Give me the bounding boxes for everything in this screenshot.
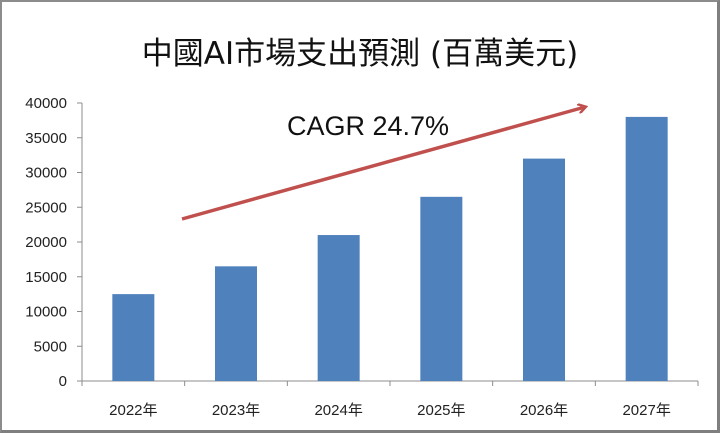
y-tick-label: 40000 <box>25 95 67 112</box>
y-axis: 0 5000 10000 15000 20000 25000 30000 35000 40000 <box>25 95 83 390</box>
trend-arrow-icon <box>181 107 585 221</box>
cagr-label: CAGR 24.7% <box>287 111 449 141</box>
bar-2023年 <box>215 266 257 381</box>
bar-2025年 <box>420 196 463 381</box>
y-tick-label: 30000 <box>25 165 67 182</box>
chart-title: 中國AI市場支出預測 (百萬美元) <box>141 36 579 72</box>
x-category-label: 2023年 <box>212 402 260 419</box>
bars <box>112 116 668 382</box>
bar-2027年 <box>625 116 668 382</box>
x-axis: 2022年 2023年 2024年 2025年 2026年 2027年 <box>81 380 699 419</box>
bar-2024年 <box>317 235 360 381</box>
x-category-label: 2022年 <box>109 402 157 419</box>
x-category-label: 2027年 <box>622 402 670 419</box>
y-tick-label: 25000 <box>25 199 67 216</box>
bar-2026年 <box>523 158 565 381</box>
cagr-annotation: CAGR 24.7% <box>181 107 585 221</box>
y-tick-label: 20000 <box>25 234 67 251</box>
y-tick-label: 15000 <box>25 269 67 286</box>
x-category-label: 2024年 <box>314 402 362 419</box>
y-tick-label: 5000 <box>34 338 67 355</box>
y-tick-label: 0 <box>59 373 67 390</box>
y-tick-label: 35000 <box>25 130 67 147</box>
y-tick-label: 10000 <box>25 304 67 321</box>
x-category-label: 2025年 <box>417 402 465 419</box>
x-category-label: 2026年 <box>520 402 568 419</box>
bar-2022年 <box>112 294 155 381</box>
